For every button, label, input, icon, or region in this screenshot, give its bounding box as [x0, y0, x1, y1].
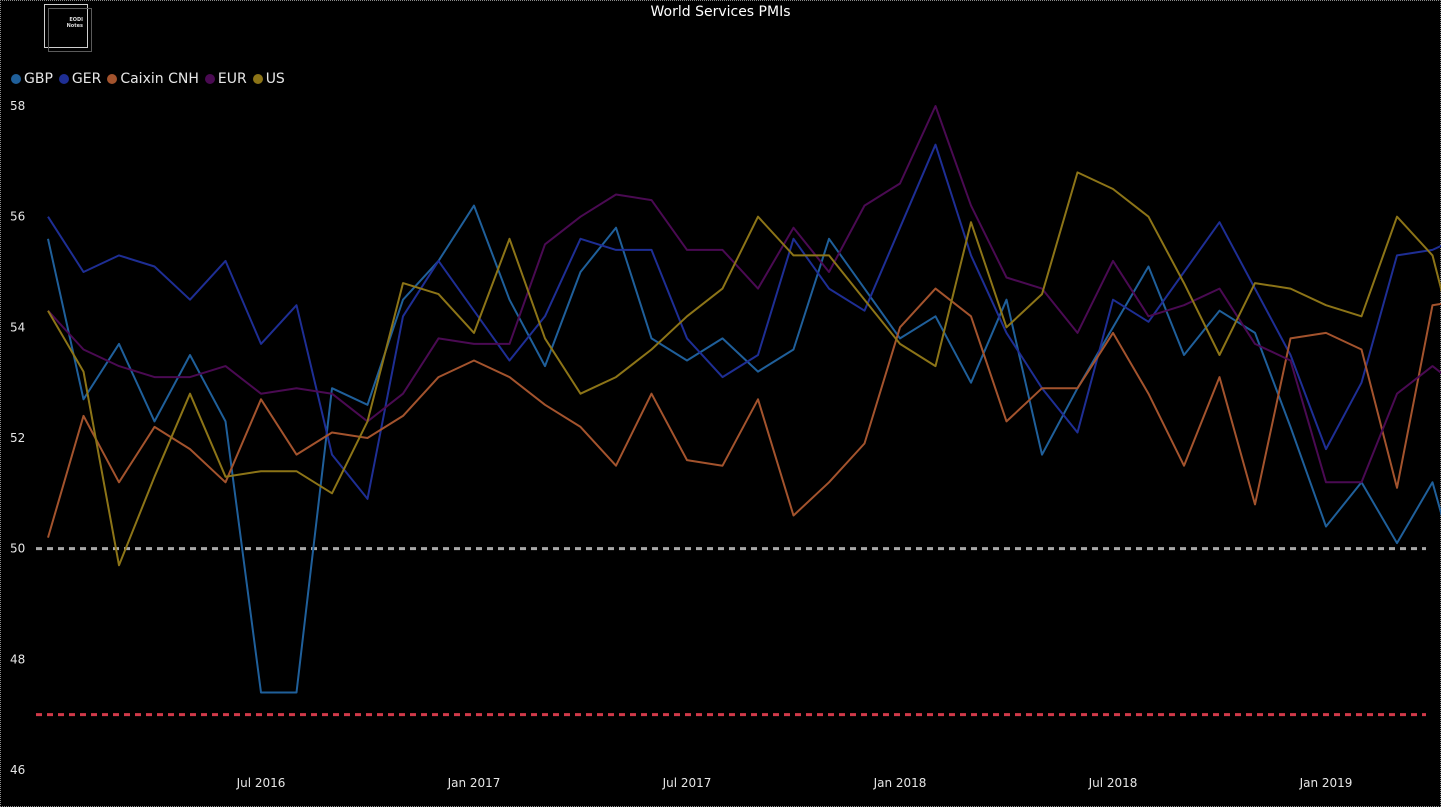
- legend-item-caixin-cnh[interactable]: Caixin CNH: [107, 71, 199, 87]
- legend-dot-icon: [58, 74, 69, 84]
- logo-text-line1: EODI: [69, 17, 83, 23]
- logo: EODI Notes: [44, 4, 92, 52]
- legend-item-ger[interactable]: GER: [58, 71, 102, 87]
- x-tick-label: Jul 2017: [662, 776, 712, 790]
- legend-label: GER: [71, 71, 102, 87]
- legend-label: EUR: [217, 71, 247, 87]
- legend-dot-icon: [11, 74, 21, 84]
- legend-item-eur[interactable]: EUR: [204, 71, 247, 87]
- y-tick-label: 58: [10, 99, 25, 113]
- x-tick-label: Jul 2018: [1088, 776, 1138, 790]
- x-tick-label: Jan 2017: [447, 776, 501, 790]
- series-line-gbp: [47, 204, 1441, 694]
- series-line-us: [47, 171, 1441, 567]
- legend-item-gbp[interactable]: GBP: [11, 71, 53, 87]
- legend-dot-icon: [107, 74, 118, 84]
- y-tick-label: 48: [10, 652, 25, 666]
- series-line-eur: [47, 105, 1441, 484]
- x-tick-label: Jan 2019: [1299, 776, 1353, 790]
- y-tick-label: 50: [10, 542, 25, 556]
- x-tick-label: Jul 2016: [236, 776, 286, 790]
- x-tick-label: Jan 2018: [873, 776, 927, 790]
- y-tick-label: 52: [10, 431, 25, 445]
- legend-item-us[interactable]: US: [252, 71, 285, 87]
- logo-inner-frame: [48, 8, 92, 52]
- legend-label: US: [265, 71, 285, 87]
- legend-dot-icon: [252, 74, 263, 84]
- legend-label: Caixin CNH: [120, 71, 199, 87]
- y-tick-label: 46: [10, 763, 25, 777]
- series-line-ger: [47, 143, 1441, 500]
- legend-dot-icon: [204, 74, 215, 84]
- y-tick-label: 54: [10, 320, 25, 334]
- chart-title: World Services PMIs: [650, 4, 791, 20]
- series-line-caixin-cnh: [47, 287, 1441, 538]
- y-tick-label: 56: [10, 210, 25, 224]
- logo-text-line2: Notes: [66, 23, 83, 29]
- legend-label: GBP: [24, 71, 53, 87]
- chart-legend: GBP GER Caixin CNH EUR US: [11, 71, 291, 87]
